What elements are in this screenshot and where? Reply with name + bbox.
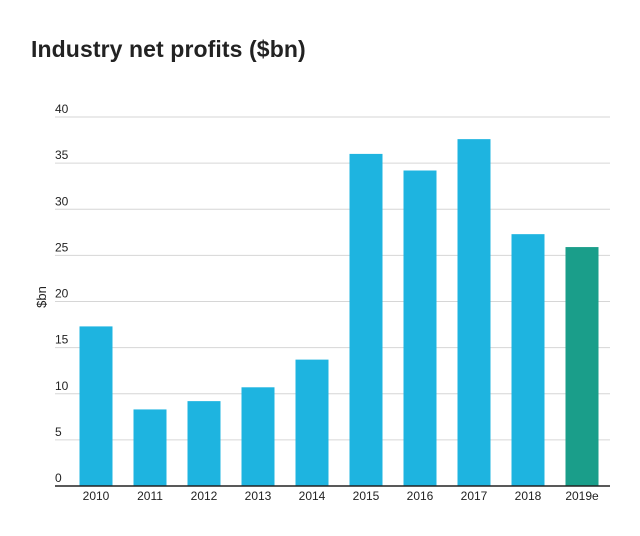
y-tick-label: 40 xyxy=(55,102,69,116)
y-tick-label: 20 xyxy=(55,287,69,301)
y-axis-ticks: 0 5 10 15 20 25 30 35 40 xyxy=(55,102,69,485)
bar-2013 xyxy=(241,387,275,486)
x-tick-label-2019e: 2019e xyxy=(565,489,599,503)
chart-title: Industry net profits ($bn) xyxy=(31,36,306,62)
y-axis-label: $bn xyxy=(34,286,49,308)
bar-2019e xyxy=(565,247,599,486)
y-tick-label: 0 xyxy=(55,471,62,485)
bar-2018 xyxy=(511,234,545,486)
x-axis-ticks: 2010 2011 2012 2013 2014 2015 2016 2017 2018 2019… xyxy=(83,489,599,503)
y-tick-label: 5 xyxy=(55,425,62,439)
bar-2016 xyxy=(403,170,437,486)
bar-2017 xyxy=(457,139,491,486)
bar-2011 xyxy=(133,409,167,486)
x-tick-label-2017: 2017 xyxy=(461,489,488,503)
x-tick-label-2011: 2011 xyxy=(137,489,163,503)
y-tick-label: 30 xyxy=(55,194,69,208)
bars xyxy=(79,139,599,486)
x-tick-label-2016: 2016 xyxy=(407,489,434,503)
bar-2015 xyxy=(349,153,383,486)
bar-2012 xyxy=(187,401,221,486)
x-tick-label-2013: 2013 xyxy=(245,489,272,503)
y-tick-label: 25 xyxy=(55,240,69,254)
bar-2010 xyxy=(79,326,113,486)
bar-2014 xyxy=(295,359,329,486)
y-tick-label: 35 xyxy=(55,148,69,162)
x-tick-label-2018: 2018 xyxy=(515,489,542,503)
x-tick-label-2010: 2010 xyxy=(83,489,110,503)
x-tick-label-2012: 2012 xyxy=(191,489,218,503)
y-tick-label: 10 xyxy=(55,379,69,393)
x-tick-label-2015: 2015 xyxy=(353,489,380,503)
x-tick-label-2014: 2014 xyxy=(299,489,326,503)
y-tick-label: 15 xyxy=(55,333,69,347)
